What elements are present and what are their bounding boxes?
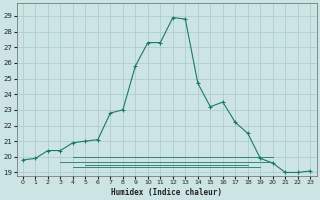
X-axis label: Humidex (Indice chaleur): Humidex (Indice chaleur) xyxy=(111,188,222,197)
